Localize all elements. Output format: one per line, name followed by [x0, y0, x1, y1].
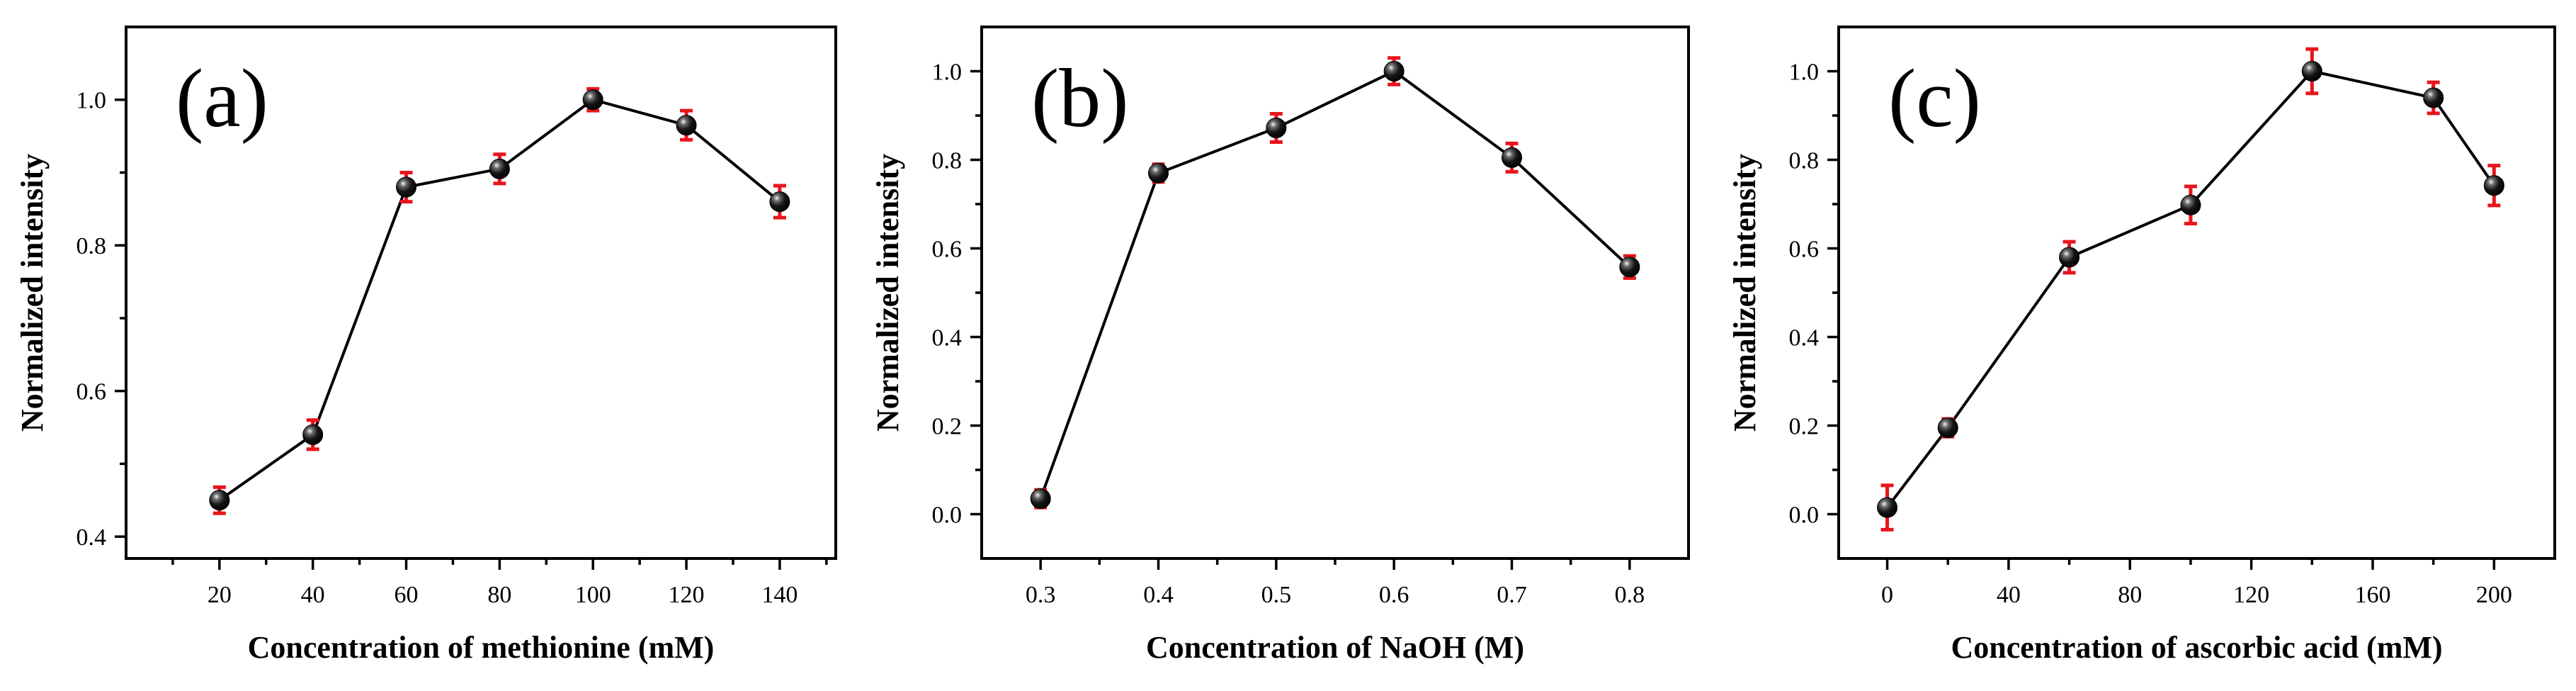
x-tick-label: 100 — [575, 582, 611, 608]
y-axis-label: Normalized intensity — [870, 154, 905, 432]
series-line — [1039, 69, 1631, 500]
data-point — [769, 191, 790, 213]
y-tick-label: 0.0 — [1789, 502, 1820, 529]
data-point — [1266, 118, 1287, 138]
chart-panel-3: 0 40 80 120 160 200 0.0 0.2 0.4 0.6 0.8 1.0 Concentr… — [1727, 26, 2556, 665]
x-tick-label: 40 — [301, 582, 325, 608]
y-tick-label: 0.4 — [1789, 325, 1820, 352]
x-axis-label: Concentration of NaOH (M) — [1146, 630, 1524, 665]
x-tick-label: 40 — [1997, 582, 2021, 608]
data-point — [209, 490, 230, 511]
x-tick-label: 80 — [2118, 582, 2142, 608]
y-tick-label: 0.2 — [1789, 414, 1820, 440]
y-tick-label: 1.0 — [1789, 60, 1820, 86]
panel-label: (c) — [1888, 52, 1981, 145]
data-point — [1619, 257, 1640, 278]
chart-panel-1: 20 40 60 80 100 120 140 0.4 0.6 0.8 1.0 Concentrati… — [15, 26, 837, 665]
plot-frame — [125, 26, 837, 560]
data-point — [2180, 194, 2201, 215]
data-point — [1502, 147, 1522, 168]
y-tick-label: 0.6 — [1789, 237, 1820, 263]
data-point — [396, 176, 417, 198]
panel-label: (a) — [176, 52, 268, 145]
y-tick-label: 0.8 — [932, 148, 963, 174]
x-tick-label: 0.4 — [1143, 582, 1174, 608]
panel-label: (b) — [1031, 52, 1129, 145]
x-tick-label: 80 — [487, 582, 511, 608]
y-tick-label: 1.0 — [76, 88, 107, 114]
x-tick-label: 60 — [395, 582, 419, 608]
y-tick-label: 0.0 — [932, 502, 963, 529]
data-point — [1030, 488, 1051, 510]
data-point — [2301, 61, 2322, 82]
y-tick-label: 0.4 — [932, 325, 963, 352]
data-point — [489, 158, 510, 179]
x-tick-label: 140 — [761, 582, 798, 608]
data-point — [2423, 87, 2444, 108]
x-tick-label: 0.7 — [1497, 582, 1527, 608]
x-tick-label: 120 — [2233, 582, 2269, 608]
y-tick-label: 0.8 — [1789, 148, 1820, 174]
chart-panel-2: 0.3 0.4 0.5 0.6 0.7 0.8 0.0 0.2 0.4 0.6 0.8 1.0 Conc… — [870, 26, 1690, 665]
x-tick-label: 0.6 — [1379, 582, 1409, 608]
y-tick-label: 1.0 — [932, 60, 963, 86]
x-tick-label: 0.5 — [1261, 582, 1292, 608]
y-axis-label: Normalized intensity — [1727, 154, 1762, 432]
data-point — [1877, 497, 1898, 518]
data-point — [1937, 417, 1958, 439]
x-axis-label: Concentration of ascorbic acid (mM) — [1951, 630, 2442, 665]
data-point — [2483, 175, 2504, 196]
y-tick-label: 0.8 — [76, 233, 107, 259]
data-point — [676, 115, 697, 136]
data-point — [1148, 162, 1169, 184]
x-tick-label: 20 — [208, 582, 232, 608]
x-tick-label: 0 — [1881, 582, 1893, 608]
x-tick-label: 160 — [2354, 582, 2390, 608]
data-point — [2059, 247, 2080, 268]
x-axis-label: Concentration of methionine (mM) — [248, 630, 715, 665]
x-tick-label: 0.3 — [1026, 582, 1056, 608]
data-point — [302, 424, 324, 445]
y-axis-label: Normalized intensity — [15, 154, 50, 432]
x-tick-label: 200 — [2476, 582, 2512, 608]
y-tick-label: 0.6 — [76, 379, 107, 405]
data-point — [1383, 61, 1405, 82]
data-point — [582, 89, 603, 111]
x-tick-label: 0.8 — [1615, 582, 1645, 608]
y-tick-label: 0.6 — [932, 237, 963, 263]
y-tick-label: 0.2 — [932, 414, 963, 440]
y-tick-label: 0.4 — [76, 524, 107, 551]
x-tick-label: 120 — [669, 582, 705, 608]
